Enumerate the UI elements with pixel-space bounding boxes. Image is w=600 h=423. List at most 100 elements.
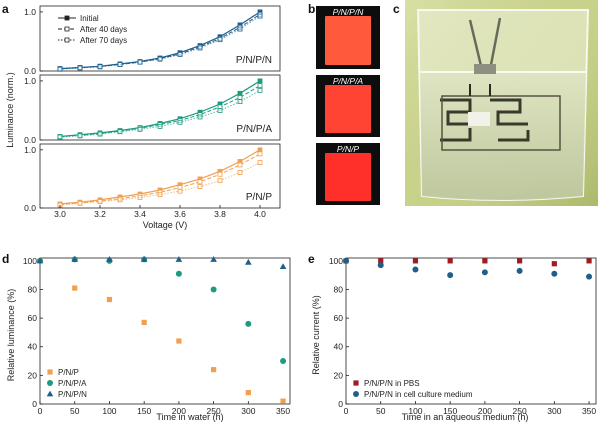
data-point bbox=[175, 270, 182, 277]
data-point bbox=[245, 389, 251, 396]
y-tick-label: 20 bbox=[334, 370, 344, 380]
panel-label-a: a bbox=[2, 2, 9, 16]
device-label: P/N/P/A bbox=[333, 76, 364, 86]
y-tick-label: 0.0 bbox=[24, 203, 36, 213]
x-tick-label: 3.2 bbox=[94, 209, 106, 219]
immersed-circuit bbox=[440, 84, 561, 151]
subplot-label: P/N/P/A bbox=[236, 124, 272, 135]
legend-label: P/N/P/N in cell culture medium bbox=[364, 390, 473, 399]
data-point bbox=[481, 269, 488, 276]
legend-marker bbox=[353, 380, 359, 386]
legend-label: After 70 days bbox=[80, 36, 127, 45]
data-point bbox=[57, 134, 63, 140]
data-point bbox=[217, 171, 223, 177]
x-tick-label: 100 bbox=[408, 406, 422, 416]
plot-frame bbox=[39, 257, 291, 405]
data-point bbox=[57, 66, 63, 72]
legend-label: P/N/P/A bbox=[58, 379, 87, 388]
data-point bbox=[106, 256, 113, 262]
data-point bbox=[72, 285, 78, 291]
data-point bbox=[97, 199, 103, 205]
data-point bbox=[237, 99, 243, 104]
x-tick-label: 200 bbox=[478, 406, 492, 416]
data-point bbox=[551, 270, 558, 277]
x-tick-label: 50 bbox=[70, 406, 80, 416]
data-point bbox=[279, 263, 287, 269]
legend-label: After 40 days bbox=[80, 25, 127, 34]
data-point bbox=[586, 273, 593, 280]
legend-marker bbox=[47, 380, 53, 386]
x-tick-label: 4.0 bbox=[254, 209, 266, 219]
series-line-2 bbox=[59, 89, 261, 138]
data-point bbox=[280, 398, 286, 404]
panel-d-ylabel: Relative luminance (%) bbox=[6, 289, 16, 382]
data-point bbox=[516, 267, 523, 274]
x-tick-label: 0 bbox=[344, 406, 349, 416]
series-line-2 bbox=[59, 15, 261, 70]
panel-d-legend: P/N/P P/N/P/A P/N/P/N bbox=[46, 368, 87, 399]
data-point bbox=[177, 52, 183, 57]
panel-c-immersion-photo bbox=[405, 0, 598, 206]
data-point bbox=[137, 59, 143, 65]
x-tick-label: 300 bbox=[241, 406, 255, 416]
data-point bbox=[77, 200, 83, 206]
y-tick-label: 80 bbox=[334, 284, 344, 294]
data-point bbox=[217, 178, 223, 184]
x-tick-label: 100 bbox=[102, 406, 116, 416]
data-point bbox=[140, 256, 148, 262]
plot-frame bbox=[345, 257, 597, 405]
device-label: P/N/P/N bbox=[333, 7, 365, 17]
y-tick-label: 100 bbox=[23, 256, 37, 266]
probe-clip bbox=[474, 64, 496, 74]
x-tick-label: 300 bbox=[547, 406, 561, 416]
data-point bbox=[211, 367, 217, 373]
x-tick-label: 350 bbox=[276, 406, 290, 416]
data-point bbox=[97, 64, 103, 70]
y-tick-label: 0.0 bbox=[24, 66, 36, 76]
data-point bbox=[117, 197, 123, 203]
data-point bbox=[217, 37, 223, 43]
data-point bbox=[257, 151, 263, 157]
panel-a-xlabel: Voltage (V) bbox=[143, 220, 188, 230]
data-point bbox=[245, 320, 252, 327]
data-point bbox=[343, 257, 349, 264]
legend-label: Initial bbox=[80, 14, 99, 23]
data-point bbox=[176, 338, 182, 344]
data-point bbox=[257, 83, 263, 89]
panel-e-legend: P/N/P/N in PBS P/N/P/N in cell culture me… bbox=[353, 379, 473, 399]
data-point bbox=[237, 170, 243, 175]
data-point bbox=[377, 262, 384, 269]
panel-e-points bbox=[343, 257, 593, 280]
y-tick-label: 0 bbox=[32, 399, 37, 409]
data-point bbox=[197, 184, 203, 189]
y-tick-label: 40 bbox=[28, 342, 38, 352]
subplot-ppa: 0.0 1.0 P/N/P/A bbox=[24, 74, 281, 145]
subplot-label: P/N/P/N bbox=[236, 55, 272, 66]
x-tick-label: 200 bbox=[172, 406, 186, 416]
emitting-pixel bbox=[325, 16, 371, 65]
legend-marker bbox=[47, 369, 53, 375]
data-point bbox=[36, 257, 44, 264]
legend-label: P/N/P/N in PBS bbox=[364, 379, 420, 388]
data-point bbox=[257, 13, 263, 19]
legend-marker bbox=[353, 391, 359, 397]
panel-a-legend: Initial After 40 days After 70 days bbox=[58, 14, 127, 45]
data-point bbox=[177, 119, 183, 125]
y-tick-label: 80 bbox=[28, 284, 38, 294]
panel-e-xlabel: Time in an aqueous medium (h) bbox=[402, 412, 529, 422]
data-point bbox=[245, 258, 252, 265]
data-point bbox=[257, 87, 263, 93]
data-point bbox=[257, 78, 263, 84]
data-point bbox=[237, 95, 243, 100]
y-tick-label: 0 bbox=[338, 399, 343, 409]
panel-e-ylabel: Relative current (%) bbox=[311, 295, 321, 375]
panel-label-b: b bbox=[308, 2, 315, 16]
x-tick-label: 150 bbox=[443, 406, 457, 416]
panel-label-c: c bbox=[393, 2, 400, 16]
y-tick-label: 1.0 bbox=[24, 7, 36, 17]
data-point bbox=[197, 45, 203, 51]
x-tick-label: 250 bbox=[207, 406, 221, 416]
panel-a-ylabel: Luminance (norm.) bbox=[5, 72, 15, 148]
